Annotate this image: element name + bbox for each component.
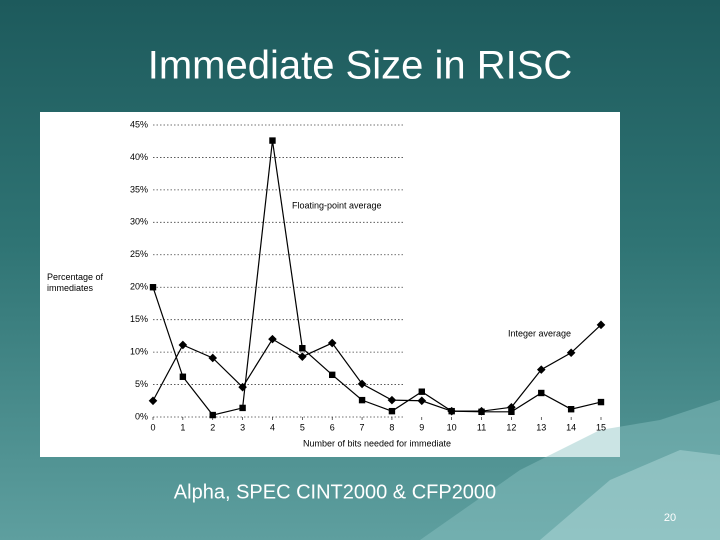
y-tick-label: 35%: [130, 184, 148, 194]
marker: [508, 408, 515, 416]
marker: [208, 353, 218, 363]
marker: [358, 396, 366, 404]
y-tick-label: 45%: [130, 119, 148, 129]
y-tick-label: 20%: [130, 282, 148, 292]
marker: [418, 388, 425, 395]
x-tick-label: 5: [300, 422, 305, 432]
x-tick-label: 8: [389, 422, 394, 432]
iceberg-decoration: [540, 450, 720, 540]
x-tick-label: 7: [360, 422, 365, 432]
x-tick-label: 3: [240, 422, 245, 432]
page-number: 20: [664, 512, 676, 524]
x-axis-title: Number of bits needed for immediate: [303, 438, 451, 448]
y-tick-label: 15%: [130, 314, 148, 324]
marker: [597, 398, 605, 406]
marker: [238, 382, 247, 392]
marker: [388, 407, 396, 415]
x-tick-label: 9: [419, 422, 424, 432]
x-tick-label: 12: [506, 422, 516, 432]
marker: [417, 396, 427, 406]
marker: [239, 404, 246, 412]
marker: [327, 338, 337, 348]
y-tick-label: 30%: [130, 217, 148, 227]
y-tick-label: 25%: [130, 249, 148, 259]
x-tick-label: 11: [477, 422, 486, 432]
x-tick-label: 14: [566, 422, 576, 432]
x-tick-label: 10: [447, 422, 457, 432]
x-tick-label: 6: [330, 422, 335, 432]
marker: [387, 395, 397, 405]
marker: [149, 284, 157, 291]
x-tick-label: 4: [270, 422, 275, 432]
chart-title: Immediate Size in RISC: [148, 44, 573, 88]
marker: [596, 320, 606, 330]
series-line: [152, 140, 602, 416]
marker: [179, 373, 187, 380]
marker: [538, 389, 545, 397]
legend-label: Floating-point average: [292, 200, 382, 210]
marker: [178, 340, 188, 350]
iceberg-decoration: [420, 400, 720, 540]
y-tick-label: 5%: [135, 379, 148, 389]
y-tick-label: 40%: [130, 152, 148, 162]
y-tick-label: 10%: [130, 346, 148, 356]
marker: [567, 406, 575, 413]
marker: [566, 348, 576, 358]
series-line: [152, 324, 602, 412]
marker: [209, 411, 216, 419]
subtitle: Alpha, SPEC CINT2000 & CFP2000: [174, 481, 496, 503]
x-tick-label: 1: [180, 422, 185, 432]
marker: [329, 371, 336, 379]
marker: [357, 379, 367, 389]
marker: [447, 406, 456, 416]
y-tick-label: 0%: [135, 411, 148, 421]
marker: [299, 345, 306, 352]
y-axis-title: Percentage of immediates: [47, 272, 104, 293]
chart-background: [40, 112, 620, 457]
marker: [298, 352, 307, 361]
marker: [269, 137, 276, 144]
marker: [268, 334, 277, 344]
marker: [477, 406, 486, 416]
x-tick-label: 13: [536, 422, 546, 432]
marker: [536, 365, 546, 374]
marker: [507, 402, 516, 412]
x-tick-label: 0: [150, 422, 155, 432]
x-tick-label: 2: [210, 422, 215, 432]
legend-label: Integer average: [508, 328, 571, 338]
x-tick-label: 15: [596, 422, 606, 432]
marker: [148, 396, 158, 406]
